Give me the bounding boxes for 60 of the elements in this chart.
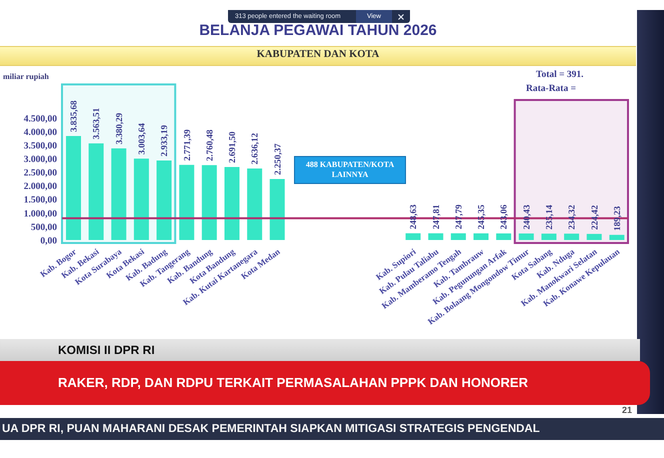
y-tick-label: 2.500,00 bbox=[24, 168, 58, 179]
data-label: 3.835,68 bbox=[68, 100, 79, 132]
bar bbox=[270, 178, 285, 240]
y-tick-label: 1.500,00 bbox=[24, 196, 58, 206]
bar bbox=[496, 233, 512, 240]
y-tick-label: 4.500,00 bbox=[24, 114, 58, 124]
bar bbox=[88, 143, 104, 240]
data-label: 2.250,37 bbox=[272, 142, 282, 175]
chart-subtitle: KABUPATEN DAN KOTA bbox=[256, 49, 380, 60]
bar bbox=[66, 136, 81, 240]
data-label: 2.771,39 bbox=[182, 128, 192, 161]
data-label: 3.380,29 bbox=[114, 112, 124, 144]
data-label: 248,63 bbox=[408, 204, 418, 230]
callout-box: 488 KABUPATEN/KOTA LAINNYA bbox=[294, 156, 406, 184]
bar bbox=[224, 167, 240, 240]
y-tick-label: 1.000,00 bbox=[24, 209, 58, 220]
data-label: 2.760,48 bbox=[204, 129, 214, 162]
data-label: 2.636,12 bbox=[250, 132, 260, 165]
data-label: 224,42 bbox=[589, 204, 600, 230]
data-label: 3.563,51 bbox=[91, 107, 102, 140]
data-label: 2.933,19 bbox=[159, 124, 170, 156]
data-label: 243,06 bbox=[498, 204, 509, 230]
y-tick-label: 4.000,00 bbox=[24, 128, 58, 138]
data-label: 3.003,64 bbox=[136, 122, 146, 155]
text: Rata-Rata = bbox=[526, 84, 576, 94]
bar bbox=[134, 158, 149, 240]
annotation: 488 KABUPATEN/KOTA LAINNYA bbox=[306, 160, 394, 179]
bar bbox=[156, 160, 172, 240]
data-label: 235,14 bbox=[544, 204, 554, 230]
text: 21 bbox=[622, 405, 632, 415]
bar bbox=[474, 233, 489, 240]
bar bbox=[111, 148, 126, 240]
text: Total = 391. bbox=[536, 70, 584, 80]
y-tick-label: 2.000,00 bbox=[24, 182, 58, 192]
bar bbox=[564, 234, 580, 240]
data-label: 247,81 bbox=[430, 204, 441, 230]
bar bbox=[450, 233, 466, 240]
bar bbox=[202, 165, 217, 240]
data-label: 245,35 bbox=[476, 204, 486, 230]
news-ticker: UA DPR RI, PUAN MAHARANI DESAK PEMERINTAH SIAPKAN MITIGASI STRATEGIS PENGENDAL bbox=[0, 418, 664, 440]
data-label: 2.691,50 bbox=[227, 131, 238, 164]
news-banner: KOMISI II DPR RI RAKER, RDP, DAN RDPU TERKAIT PERMASALAHAN PPPK DAN HONORER bbox=[0, 339, 650, 405]
bar bbox=[518, 233, 534, 240]
y-tick-label: 3.500,00 bbox=[24, 141, 58, 152]
data-label: 247,79 bbox=[453, 204, 464, 230]
data-label: 234,32 bbox=[566, 204, 577, 230]
y-tick-label: 500,00 bbox=[30, 222, 58, 233]
y-tick-label: 3.000,00 bbox=[24, 155, 58, 166]
bar bbox=[179, 164, 194, 240]
bar bbox=[609, 234, 624, 240]
chart-title: BELANJA PEGAWAI TAHUN 2026 bbox=[199, 22, 437, 39]
bar bbox=[428, 233, 444, 240]
bar bbox=[406, 233, 421, 240]
bar bbox=[586, 234, 602, 240]
y-tick-label: 0,00 bbox=[40, 236, 58, 246]
data-label: 240,43 bbox=[521, 204, 532, 230]
data-label: 189,23 bbox=[612, 206, 622, 231]
bar bbox=[247, 168, 262, 240]
bar bbox=[541, 234, 556, 240]
y-axis-title: miliar rupiah bbox=[3, 72, 49, 81]
